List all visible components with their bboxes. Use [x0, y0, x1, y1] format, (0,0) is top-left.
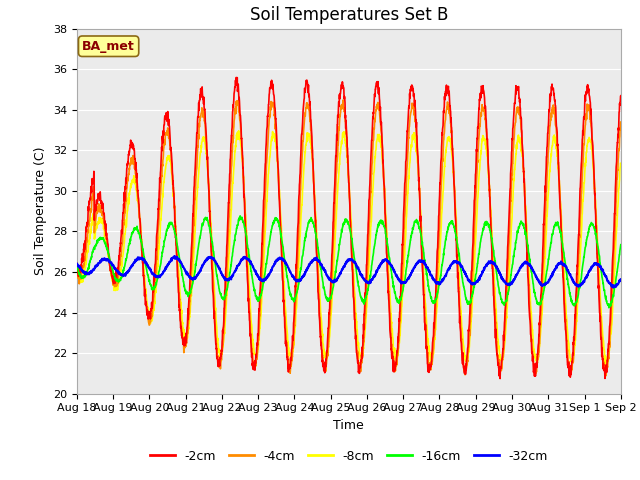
X-axis label: Time: Time: [333, 419, 364, 432]
Text: BA_met: BA_met: [82, 40, 135, 53]
Title: Soil Temperatures Set B: Soil Temperatures Set B: [250, 6, 448, 24]
Y-axis label: Soil Temperature (C): Soil Temperature (C): [35, 147, 47, 276]
Legend: -2cm, -4cm, -8cm, -16cm, -32cm: -2cm, -4cm, -8cm, -16cm, -32cm: [145, 444, 553, 468]
